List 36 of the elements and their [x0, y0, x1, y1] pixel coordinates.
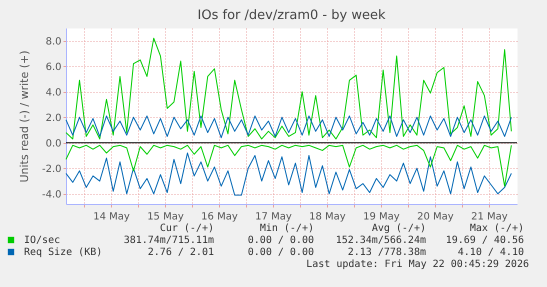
y-tick-label: -4.0 [42, 189, 62, 200]
legend-label: Req Size (KB) [24, 247, 102, 258]
line-series [66, 116, 512, 138]
x-tick-label: 15 May [147, 212, 184, 222]
y-tick-label: 2.0 [46, 112, 62, 124]
text: Min (-/+) [260, 223, 314, 234]
text: Avg (-/+) [372, 223, 426, 234]
chart-title: IOs for /dev/zram0 - by week [198, 8, 386, 23]
y-tick-label: 8.0 [46, 36, 62, 48]
text: Max (-/+) [470, 223, 524, 234]
x-tick-label: 14 May [93, 212, 130, 222]
text: 19.69 / 40.56 [446, 235, 524, 246]
line-series [66, 152, 512, 196]
y-tick-label: -2.0 [42, 164, 62, 175]
text: 4.10 / 4.10 [458, 247, 524, 258]
x-tick-label: 18 May [309, 212, 346, 222]
y-tick-label: 6.0 [46, 62, 62, 73]
text: 0.00 / 0.00 [248, 235, 314, 246]
y-tick-label: 0.0 [46, 138, 62, 150]
text: Last update: Fri May 22 00:45:29 2026 [306, 259, 529, 270]
text: 2.13 /778.38m [348, 247, 426, 258]
x-tick-label: 20 May [417, 212, 454, 222]
x-tick-label: 19 May [363, 212, 400, 222]
legend-label: IO/sec [24, 235, 60, 246]
x-tick-label: 21 May [471, 212, 508, 222]
text: 152.34m/566.24m [336, 235, 426, 246]
text: 2.76 / 2.01 [148, 247, 214, 258]
x-tick-label: 17 May [255, 212, 292, 222]
x-tick-label: 16 May [201, 212, 238, 222]
text: Cur (-/+) [160, 223, 214, 234]
y-axis-title: Units read (-) / write (+) [18, 50, 31, 183]
text: 0.00 / 0.00 [248, 247, 314, 258]
text: 381.74m/715.11m [124, 235, 214, 246]
line-series [66, 144, 512, 187]
y-tick-label: 4.0 [46, 87, 62, 98]
line-series [66, 38, 512, 140]
